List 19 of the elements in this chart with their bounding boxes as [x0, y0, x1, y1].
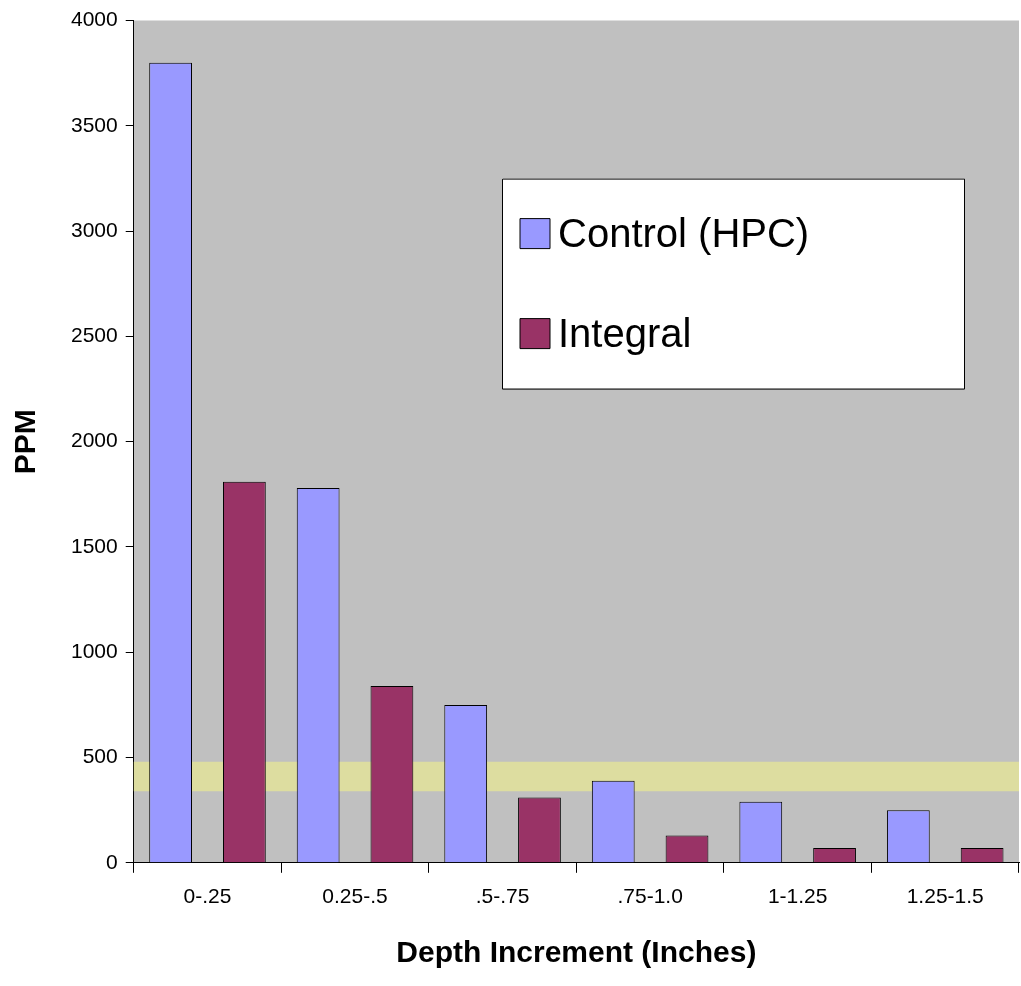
x-tick-label: 0.25-.5 [322, 884, 388, 908]
x-tick-label: .75-1.0 [617, 884, 683, 908]
y-tick-label: 2500 [71, 323, 118, 347]
y-tick-label: 0 [106, 849, 118, 873]
legend-label: Integral [558, 310, 692, 355]
x-tick-label: 1.25-1.5 [906, 884, 984, 908]
x-tick-label: 1-1.25 [767, 884, 828, 908]
y-tick-label: 2000 [71, 428, 118, 452]
y-tick-label: 1500 [71, 533, 118, 557]
legend-label: Control (HPC) [558, 210, 810, 255]
y-tick-label: 4000 [71, 7, 118, 31]
x-tick-label: 0-.25 [183, 884, 232, 908]
y-axis-title: PPM [8, 409, 42, 475]
y-tick-label: 1000 [71, 639, 118, 663]
x-tick-label: .5-.75 [475, 884, 530, 908]
y-tick-label: 3000 [71, 217, 118, 241]
y-tick-label: 3500 [71, 112, 118, 136]
y-tick-label: 500 [82, 744, 118, 768]
x-axis-title: Depth Increment (Inches) [396, 935, 757, 969]
